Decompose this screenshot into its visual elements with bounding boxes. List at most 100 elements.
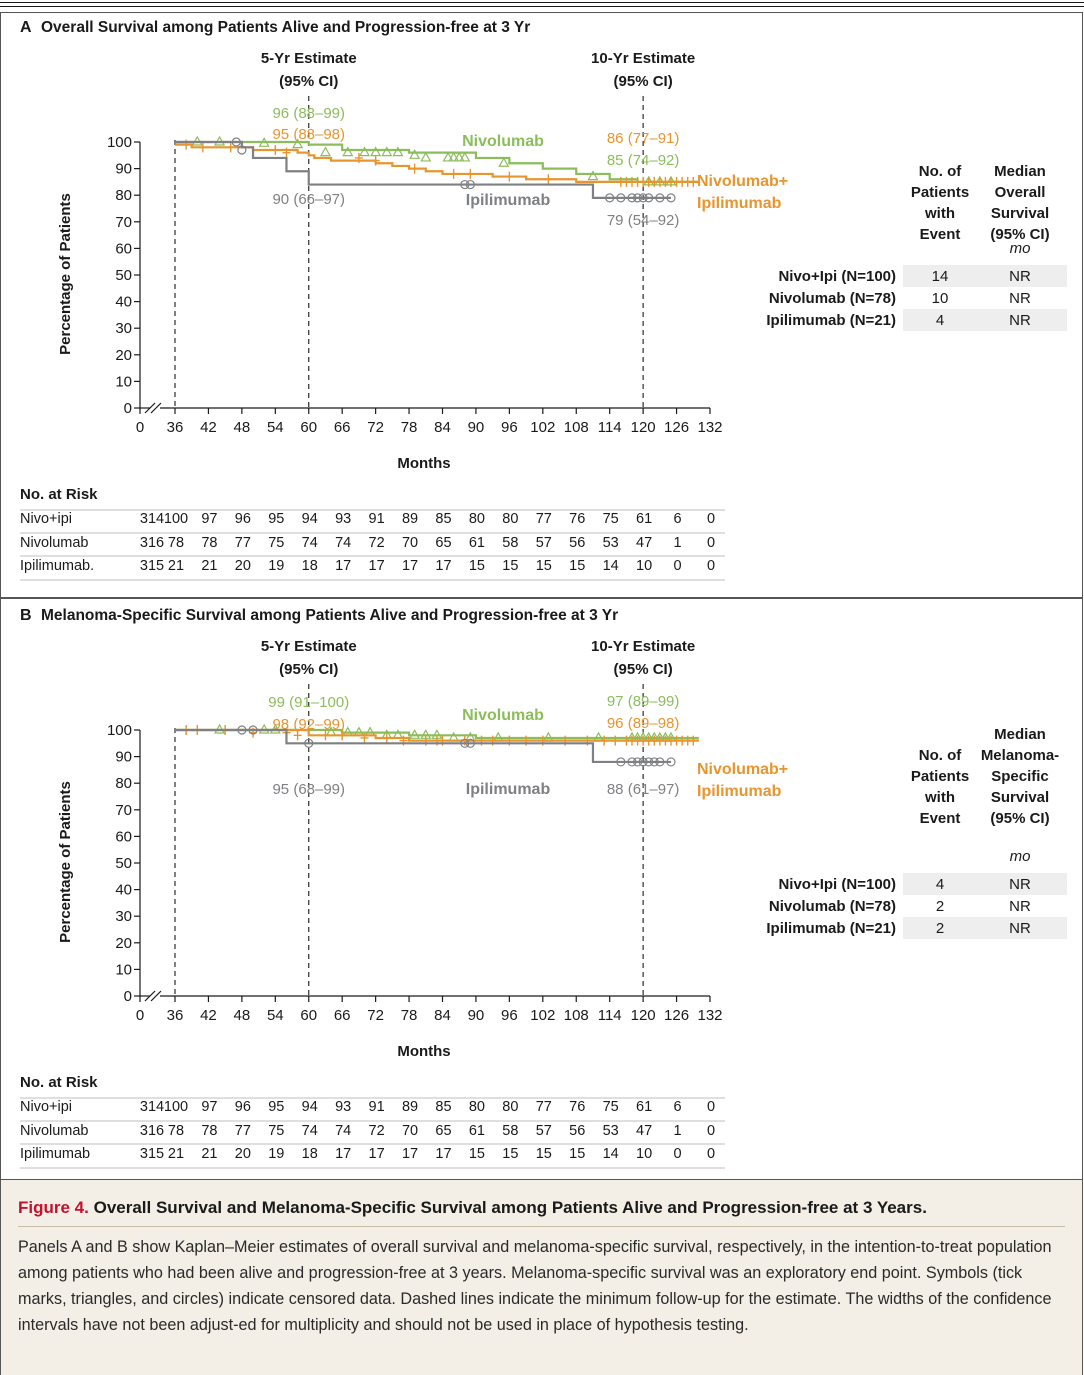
risk-title: No. at Risk	[20, 486, 98, 503]
censor-mark	[638, 757, 648, 767]
risk-value: 0	[674, 1146, 682, 1162]
panel-b-frame	[0, 598, 1083, 1180]
x-tick-label: 126	[664, 419, 689, 436]
censor-mark	[358, 146, 371, 157]
risk-value: 0	[674, 558, 682, 574]
x-tick-label: 36	[167, 419, 184, 436]
x-tick-label: 108	[564, 419, 589, 436]
risk-value: 75	[603, 511, 619, 527]
censor-mark	[371, 155, 380, 166]
top-rule	[0, 2, 1084, 3]
panel-a: A Overall Survival among Patients Alive a…	[20, 19, 1067, 581]
risk-value: 76	[569, 511, 585, 527]
censor-mark	[409, 149, 421, 159]
risk-value: 17	[369, 558, 385, 574]
risk-value: 61	[636, 1099, 652, 1115]
series-label-ipilimumab: Ipilimumab	[466, 781, 551, 798]
axis-break	[150, 402, 162, 414]
risk-value: 17	[435, 1146, 451, 1162]
caption-title-text: Overall Survival and Melanoma-Specific S…	[93, 1198, 927, 1217]
table-row-shade	[903, 873, 1067, 895]
y-tick-label: 20	[115, 935, 132, 952]
risk-value: 96	[235, 511, 251, 527]
risk-value: 15	[536, 558, 552, 574]
y-tick-label: 90	[115, 749, 132, 766]
risk-value: 91	[369, 511, 385, 527]
risk-value: 95	[268, 511, 284, 527]
censor-mark	[420, 151, 432, 162]
risk-value: 14	[603, 558, 619, 574]
risk-value: 315	[140, 1146, 164, 1162]
risk-value: 72	[369, 1123, 385, 1139]
series-label-combo: Ipilimumab	[697, 195, 782, 212]
x-tick-label: 120	[631, 1007, 656, 1024]
estimate-value: 90 (66–97)	[272, 191, 345, 208]
censor-mark	[632, 193, 643, 203]
censor-mark	[231, 137, 241, 147]
risk-value: 70	[402, 535, 418, 551]
table-median: NR	[1009, 898, 1031, 915]
y-tick-label: 70	[115, 214, 132, 231]
table-row-label: Ipilimumab (N=21)	[766, 312, 896, 329]
censor-mark	[632, 757, 643, 767]
table-median: NR	[1009, 312, 1031, 329]
censor-mark	[409, 729, 421, 739]
table-header-median: Specific	[991, 768, 1049, 785]
estimate-header-ci: (95% CI)	[614, 73, 673, 90]
x-tick-label: 48	[234, 1007, 251, 1024]
x-tick-label: 102	[530, 1007, 555, 1024]
series-label-combo: Ipilimumab	[697, 783, 782, 800]
x-tick-label: 42	[200, 419, 217, 436]
x-tick-label: 102	[530, 419, 555, 436]
y-axis-label: Percentage of Patients	[57, 781, 74, 943]
censor-mark	[342, 146, 354, 157]
risk-value: 0	[707, 558, 715, 574]
x-tick-label: 114	[598, 1007, 622, 1024]
risk-value: 47	[636, 1123, 652, 1139]
y-tick-label: 30	[115, 908, 132, 925]
estimate-value: 79 (54–92)	[607, 212, 680, 229]
risk-value: 1	[674, 1123, 682, 1139]
risk-title: No. at Risk	[20, 1074, 98, 1091]
risk-value: 80	[502, 511, 518, 527]
estimate-value: 95 (88–98)	[272, 126, 345, 143]
x-axis-label: Months	[397, 455, 450, 472]
risk-value: 15	[469, 558, 485, 574]
censor-mark	[544, 174, 553, 185]
x-tick-label: 54	[267, 1007, 284, 1024]
y-tick-label: 10	[115, 961, 132, 978]
y-tick-label: 40	[115, 294, 132, 311]
y-tick-label: 0	[124, 400, 132, 417]
x-tick-label: 36	[167, 1007, 184, 1024]
y-tick-label: 90	[115, 161, 132, 178]
risk-row-label: Ipilimumab	[20, 1146, 90, 1162]
estimate-value: 95 (68–99)	[272, 781, 345, 798]
risk-value: 15	[502, 558, 518, 574]
panel-title: Overall Survival among Patients Alive an…	[41, 19, 530, 36]
panel-letter: B	[20, 607, 32, 624]
axis-break	[144, 402, 156, 414]
risk-value: 70	[402, 1123, 418, 1139]
censor-mark	[689, 735, 698, 746]
x-axis-label: Months	[397, 1043, 450, 1060]
x-tick-label: 96	[501, 419, 518, 436]
risk-value: 78	[168, 1123, 184, 1139]
y-tick-label: 80	[115, 187, 132, 204]
table-row-label: Nivo+Ipi (N=100)	[778, 876, 896, 893]
x-tick-label: 120	[631, 419, 656, 436]
axis-break	[150, 990, 162, 1002]
censor-mark	[460, 179, 470, 190]
risk-value: 74	[335, 1123, 351, 1139]
risk-value: 1	[674, 535, 682, 551]
risk-value: 56	[569, 535, 585, 551]
risk-value: 97	[201, 1099, 217, 1115]
censor-mark	[237, 145, 247, 155]
risk-value: 17	[335, 1146, 351, 1162]
censor-mark	[627, 757, 637, 767]
risk-value: 61	[469, 1123, 485, 1139]
risk-value: 17	[402, 558, 418, 574]
table-header-events: Patients	[911, 184, 969, 201]
table-events: 2	[936, 920, 944, 937]
estimate-value: 97 (89–99)	[607, 693, 680, 710]
